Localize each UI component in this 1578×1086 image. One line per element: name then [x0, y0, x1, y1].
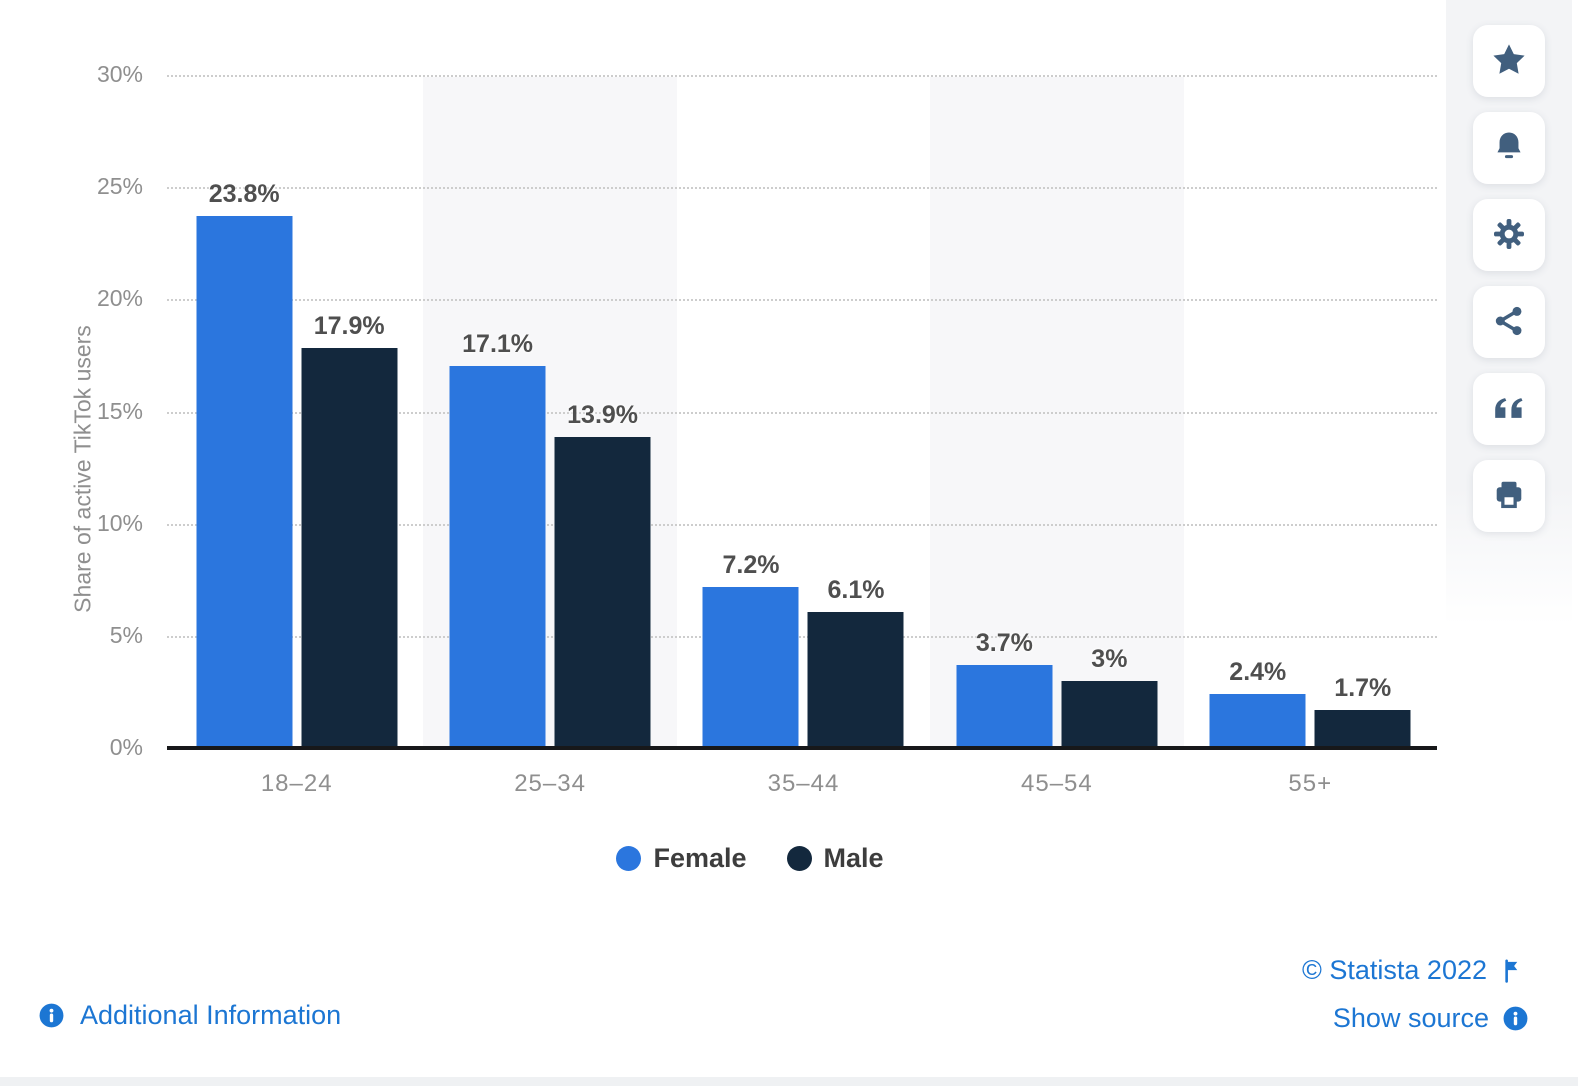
bar-value-label: 1.7% [1334, 673, 1392, 702]
show-source-link[interactable]: Show source [1333, 1003, 1529, 1034]
printer-icon [1491, 477, 1527, 516]
bar-value-label: 23.8% [208, 179, 280, 208]
legend-item-female[interactable]: Female [616, 843, 747, 874]
chart-legend: Female Male [0, 843, 1500, 874]
print-button[interactable] [1473, 460, 1545, 532]
gridline-10% [167, 523, 1437, 526]
flag-icon[interactable] [1501, 958, 1527, 984]
x-axis-label: 45–54 [1021, 770, 1093, 797]
y-tick-label: 0% [109, 733, 143, 760]
y-tick-label: 20% [96, 285, 143, 312]
bar-value-label: 2.4% [1229, 658, 1287, 687]
y-tick-label: 30% [96, 60, 143, 87]
bar-male-55+[interactable]: 1.7% [1314, 674, 1411, 748]
legend-label: Female [653, 843, 747, 873]
bell-icon [1491, 129, 1527, 168]
gridline-25% [167, 187, 1437, 190]
bar-female-55+[interactable]: 2.4% [1209, 658, 1306, 748]
bar-value-label: 7.2% [722, 550, 780, 579]
category-band-25–34: 17.1% 13.9% 25–34 [423, 77, 677, 797]
x-axis-label: 35–44 [767, 770, 840, 797]
bar-value-label: 3% [1091, 644, 1128, 673]
x-axis-line [167, 746, 1437, 750]
category-band-18–24: 23.8% 17.9% 18–24 [170, 77, 423, 797]
settings-button[interactable] [1473, 199, 1545, 271]
bar-value-label: 17.1% [462, 329, 534, 358]
bar-group-45–54: 3.7% 3% [956, 77, 1158, 748]
bar-male-45–54[interactable]: 3% [1061, 645, 1158, 748]
y-tick-label: 25% [96, 173, 143, 200]
alert-button[interactable] [1473, 112, 1545, 184]
share-button[interactable] [1473, 286, 1545, 358]
gear-icon [1491, 216, 1527, 255]
gridline-20% [167, 299, 1437, 302]
info-icon [1502, 1005, 1529, 1032]
copyright: © Statista 2022 [1302, 955, 1527, 986]
bar-value-label: 17.9% [313, 311, 385, 340]
cite-button[interactable] [1473, 373, 1545, 445]
x-axis-label: 25–34 [514, 770, 586, 797]
bar-female-25–34[interactable]: 17.1% [449, 330, 546, 748]
y-tick-label: 10% [96, 509, 143, 536]
show-source-label: Show source [1332, 1003, 1489, 1033]
bar-group-35–44: 7.2% 6.1% [702, 77, 904, 748]
bar-male-35–44[interactable]: 6.1% [807, 576, 904, 748]
category-band-55+: 2.4% 1.7% 55+ [1184, 77, 1437, 797]
star-icon [1491, 42, 1527, 81]
quote-icon [1491, 390, 1527, 429]
bar-female-18–24[interactable]: 23.8% [196, 180, 293, 748]
legend-label: Male [823, 843, 884, 873]
bar-group-55+: 2.4% 1.7% [1209, 77, 1411, 748]
favorite-button[interactable] [1473, 25, 1545, 97]
category-band-35–44: 7.2% 6.1% 35–44 [677, 77, 930, 797]
bar-group-18–24: 23.8% 17.9% [196, 77, 398, 748]
copyright-label: © Statista 2022 [1301, 955, 1487, 985]
y-axis-title: Share of active TikTok users [69, 325, 96, 613]
bar-value-label: 3.7% [975, 629, 1033, 658]
share-icon [1491, 303, 1527, 342]
legend-marker-female [616, 846, 642, 871]
bar-female-35–44[interactable]: 7.2% [702, 551, 799, 748]
additional-information-link[interactable]: Additional Information [38, 1000, 341, 1031]
gridline-5% [167, 635, 1437, 638]
y-tick-label: 5% [109, 621, 143, 648]
x-axis-label: 55+ [1288, 770, 1333, 797]
legend-item-male[interactable]: Male [786, 843, 884, 874]
bar-chart-plot-area: 23.8% 17.9% 18–24 17.1% 13.9% 25–34 7.2% 6.1% 35… [97, 61, 1437, 797]
bar-male-18–24[interactable]: 17.9% [301, 312, 398, 748]
x-axis-label: 18–24 [260, 770, 333, 797]
gridline-30% [167, 75, 1437, 77]
bar-female-45–54[interactable]: 3.7% [956, 629, 1053, 748]
bar-male-25–34[interactable]: 13.9% [554, 401, 651, 748]
bar-group-25–34: 17.1% 13.9% [449, 77, 651, 748]
additional-information-label: Additional Information [80, 1000, 342, 1030]
bar-value-label: 13.9% [567, 401, 639, 430]
gridline-15% [167, 411, 1437, 414]
bar-value-label: 6.1% [827, 575, 885, 604]
page-bottom-edge [0, 1077, 1578, 1086]
info-icon [38, 1002, 65, 1029]
legend-marker-male [786, 846, 812, 871]
category-band-45–54: 3.7% 3% 45–54 [930, 77, 1184, 797]
y-tick-label: 15% [96, 397, 143, 424]
chart-toolbar [1446, 0, 1572, 625]
